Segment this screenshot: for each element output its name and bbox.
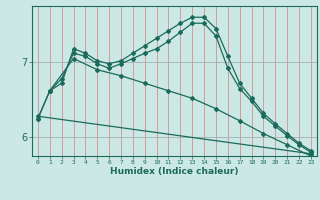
X-axis label: Humidex (Indice chaleur): Humidex (Indice chaleur) [110,167,239,176]
